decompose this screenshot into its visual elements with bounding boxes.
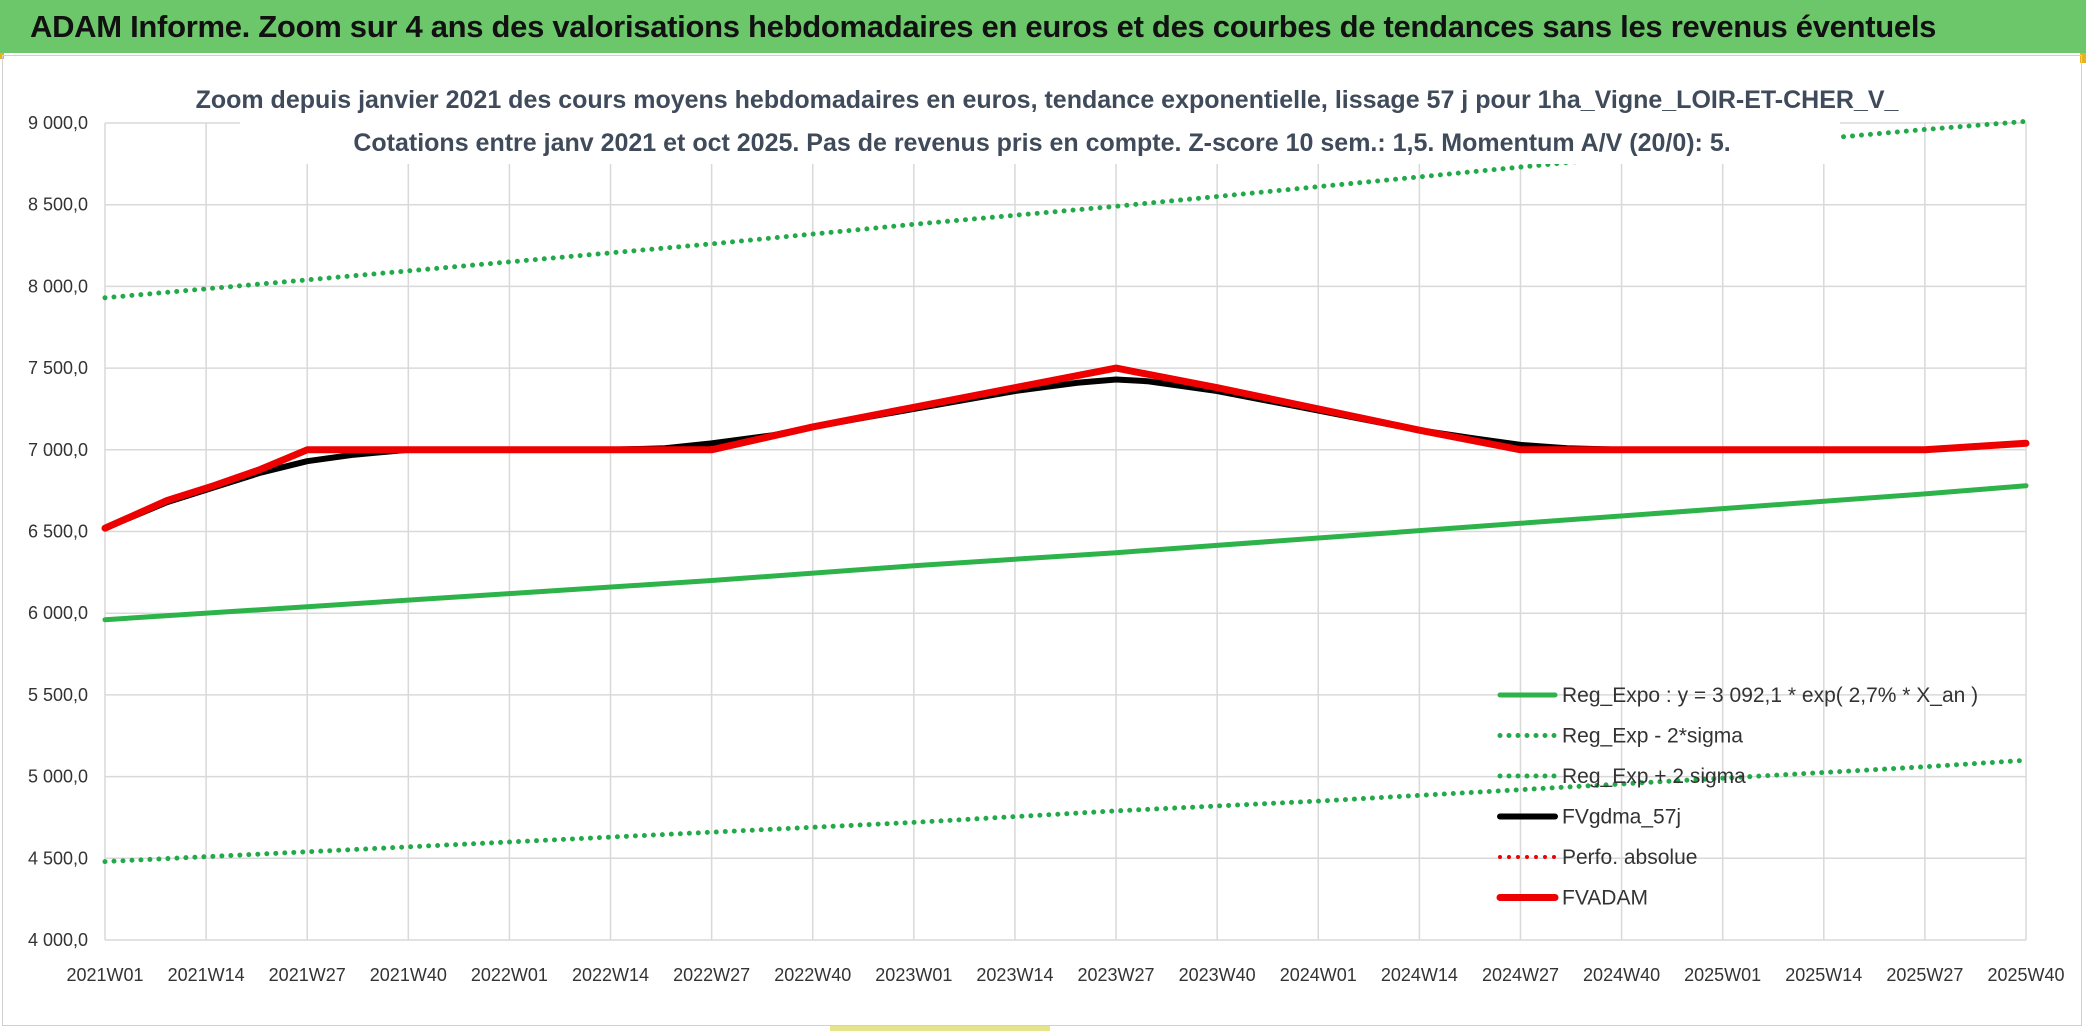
x-tick-label: 2025W01	[1684, 965, 1761, 985]
y-tick-label: 4 000,0	[28, 930, 88, 950]
axis-labels: 4 000,0 4 500,0 5 000,0 5 500,0 6 000,0 6 500…	[28, 113, 2065, 985]
y-tick-label: 6 000,0	[28, 603, 88, 623]
y-tick-label: 7 000,0	[28, 440, 88, 460]
x-tick-label: 2021W27	[269, 965, 346, 985]
x-tick-label: 2023W01	[875, 965, 952, 985]
chart-subtitle: Cotations entre janv 2021 et oct 2025. P…	[353, 129, 1730, 157]
legend-label-low: Reg_Exp - 2*sigma	[1562, 725, 1743, 748]
x-tick-label: 2021W40	[370, 965, 447, 985]
x-tick-label: 2023W27	[1078, 965, 1155, 985]
x-tick-label: 2024W14	[1381, 965, 1458, 985]
x-tick-label: 2025W27	[1886, 965, 1963, 985]
x-tick-label: 2022W40	[774, 965, 851, 985]
legend-label-reg: Reg_Expo : y = 3 092,1 * exp( 2,7% * X_a…	[1562, 684, 1978, 707]
x-tick-label: 2023W14	[976, 965, 1053, 985]
y-tick-label: 7 500,0	[28, 358, 88, 378]
y-tick-label: 8 500,0	[28, 195, 88, 215]
x-tick-label: 2025W14	[1785, 965, 1862, 985]
x-tick-label: 2021W01	[66, 965, 143, 985]
x-tick-label: 2021W14	[168, 965, 245, 985]
series-line-adam	[101, 364, 2030, 532]
y-tick-label: 5 500,0	[28, 685, 88, 705]
x-tick-label: 2024W40	[1583, 965, 1660, 985]
chart-frame	[2, 55, 2082, 1026]
bottom-strip	[830, 1026, 1050, 1031]
legend-label-gdma: FVgdma_57j	[1562, 806, 1681, 829]
title-backdrop	[240, 78, 1840, 164]
legend-label-perfo: Perfo. absolue	[1562, 846, 1697, 869]
y-tick-label: 9 000,0	[28, 113, 88, 133]
banner-corner-right	[2080, 53, 2086, 63]
y-tick-label: 4 500,0	[28, 848, 88, 868]
chart-title: Zoom depuis janvier 2021 des cours moyen…	[196, 86, 1900, 114]
report-title: ADAM Informe. Zoom sur 4 ans des valoris…	[30, 8, 1937, 44]
x-tick-label: 2022W01	[471, 965, 548, 985]
y-tick-label: 6 500,0	[28, 522, 88, 542]
y-tick-label: 8 000,0	[28, 276, 88, 296]
x-tick-label: 2023W40	[1179, 965, 1256, 985]
y-tick-label: 5 000,0	[28, 767, 88, 787]
x-tick-label: 2022W27	[673, 965, 750, 985]
grid	[104, 122, 2027, 941]
x-tick-label: 2024W27	[1482, 965, 1559, 985]
legend-label-high: Reg_Exp + 2 sigma	[1562, 765, 1746, 788]
x-tick-label: 2024W01	[1280, 965, 1357, 985]
legend: Reg_Expo : y = 3 092,1 * exp( 2,7% * X_a…	[1496, 684, 1978, 910]
report-banner: ADAM Informe. Zoom sur 4 ans des valoris…	[0, 0, 2086, 53]
series-lines	[101, 118, 2030, 865]
legend-label-adam: FVADAM	[1562, 887, 1648, 910]
x-tick-label: 2022W14	[572, 965, 649, 985]
x-tick-label: 2025W40	[1987, 965, 2064, 985]
series-line-reg	[102, 483, 2029, 623]
